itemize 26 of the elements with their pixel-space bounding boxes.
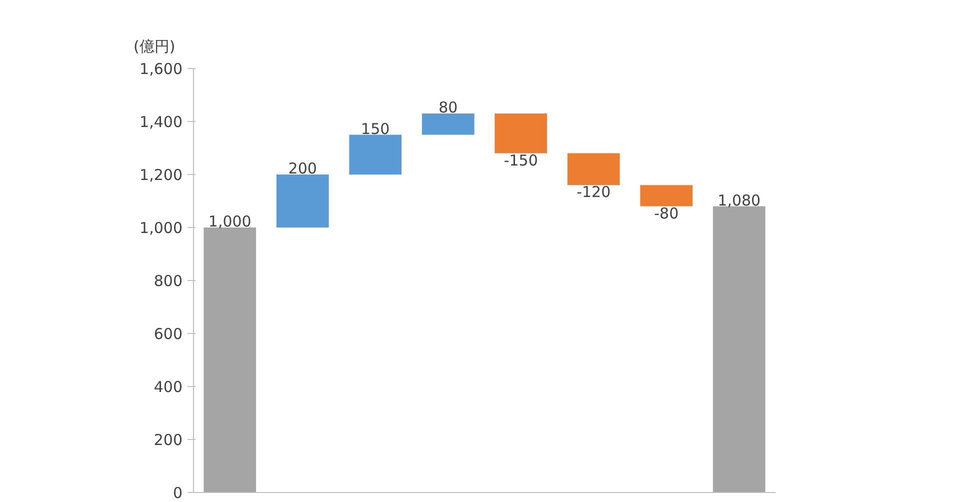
bar [204,228,256,492]
y-tick-label: 0 [172,484,183,502]
y-tick-label: 1,600 [140,60,183,78]
bar [276,174,329,228]
data-label: 200 [288,160,317,178]
bar [640,185,693,206]
y-tick-label: 1,000 [140,219,183,237]
bar [567,153,620,186]
bar [349,134,402,174]
y-tick-label: 200 [154,431,183,449]
y-tick-label: 1,200 [140,166,183,184]
data-label: -120 [576,183,611,202]
y-tick-label: 400 [154,378,183,396]
data-label: -150 [504,151,538,170]
data-label: 1,000 [208,212,252,230]
bar [494,114,548,154]
data-label: 80 [438,98,458,117]
bar [422,114,474,135]
data-label: -80 [654,204,679,222]
y-tick-label: 600 [154,325,183,343]
data-label: 150 [361,120,390,138]
data-label: 1,080 [718,191,761,210]
y-tick-label: 800 [154,272,183,290]
y-tick-label: 1,400 [140,113,183,131]
bar [712,206,766,492]
y-axis-title: (億円) [134,38,176,56]
